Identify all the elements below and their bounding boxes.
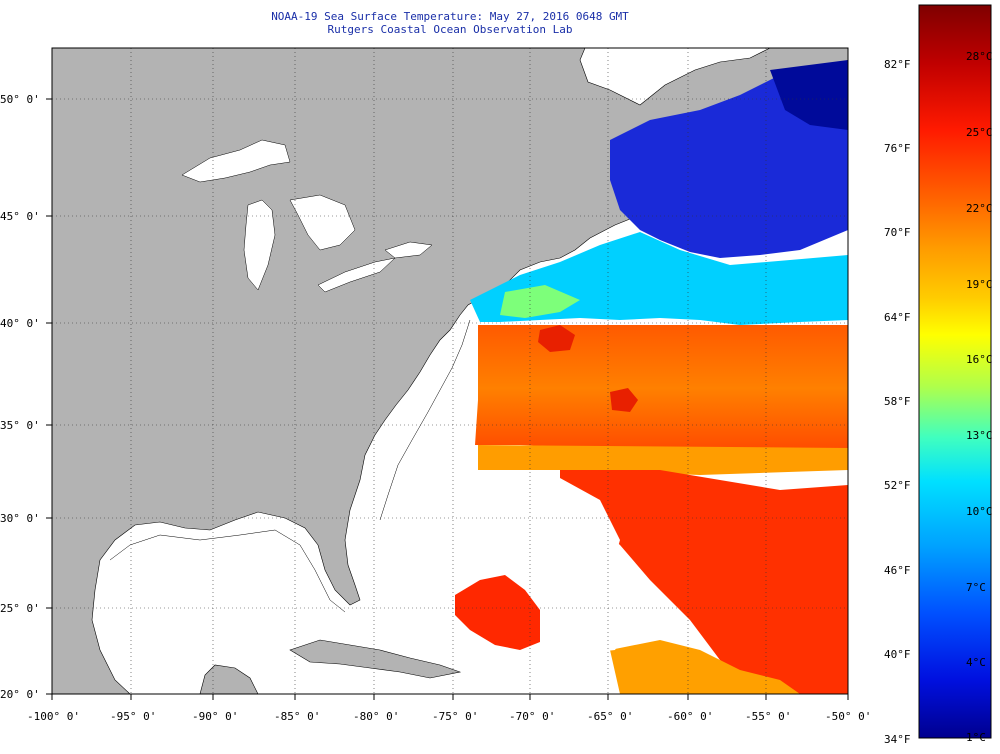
lat-label: 20° 0'	[0, 688, 40, 701]
lon-label: -70° 0'	[509, 710, 556, 723]
lat-label: 40° 0'	[0, 317, 40, 330]
sst-red-caribbean	[455, 575, 545, 650]
lat-label: 35° 0'	[0, 419, 40, 432]
atlantic-shelf-contour	[379, 319, 471, 521]
yucatan-land	[199, 664, 259, 694]
lon-label: -60° 0'	[667, 710, 714, 723]
lat-label: 30° 0'	[0, 512, 40, 525]
colorbar-f-label: 58°F	[884, 395, 911, 408]
sst-eddy-2	[610, 388, 638, 412]
lon-label: -85° 0'	[274, 710, 321, 723]
colorbar-c-label: 16°C	[966, 353, 993, 366]
sst-cloud-white-2	[540, 600, 630, 655]
colorbar	[918, 4, 992, 739]
sst-red-south	[560, 470, 848, 694]
colorbar-c-label: 19°C	[966, 278, 993, 291]
lake-ontario	[384, 241, 433, 259]
sst-very-cold-labrador	[770, 60, 848, 130]
lake-michigan	[243, 199, 276, 291]
colorbar-c-label: 10°C	[966, 505, 993, 518]
colorbar-f-label: 76°F	[884, 142, 911, 155]
lon-label: -55° 0'	[745, 710, 792, 723]
lon-label: -95° 0'	[110, 710, 157, 723]
lake-erie	[317, 257, 396, 293]
colorbar-c-label: 7°C	[966, 581, 986, 594]
colorbar-c-label: 28°C	[966, 50, 993, 63]
lat-label: 45° 0'	[0, 210, 40, 223]
colorbar-f-label: 46°F	[884, 564, 911, 577]
graticule	[52, 48, 848, 694]
colorbar-c-label: 22°C	[966, 202, 993, 215]
colorbar-f-label: 64°F	[884, 311, 911, 324]
lat-label: 25° 0'	[0, 602, 40, 615]
map-subtitle: Rutgers Coastal Ocean Observation Lab	[327, 23, 573, 36]
colorbar-c-label: 1°C	[966, 731, 986, 744]
colorbar-f-label: 52°F	[884, 479, 911, 492]
cuba-land	[289, 639, 462, 679]
lake-huron	[289, 194, 356, 251]
lon-label: -80° 0'	[353, 710, 400, 723]
sst-green-front	[500, 285, 580, 318]
sst-eddy	[538, 325, 575, 352]
sst-cloud-white-1	[478, 478, 620, 575]
lon-label: -90° 0'	[192, 710, 239, 723]
map-frame	[51, 47, 849, 695]
lon-label: -75° 0'	[432, 710, 479, 723]
colorbar-c-label: 4°C	[966, 656, 986, 669]
lon-label: -100° 0'	[27, 710, 80, 723]
colorbar-c-label: 25°C	[966, 126, 993, 139]
sst-cold-north	[610, 65, 848, 258]
sst-mixed-caribbean	[610, 640, 800, 694]
colorbar-f-label: 34°F	[884, 733, 911, 746]
colorbar-f-label: 40°F	[884, 648, 911, 661]
colorbar-c-label: 13°C	[966, 429, 993, 442]
lon-label: -50° 0'	[825, 710, 872, 723]
gulf-stream-warm	[475, 325, 848, 452]
colorbar-f-label: 82°F	[884, 58, 911, 71]
colorbar-f-label: 70°F	[884, 226, 911, 239]
lat-label: 50° 0'	[0, 93, 40, 106]
map-title: NOAA-19 Sea Surface Temperature: May 27,…	[271, 10, 629, 23]
sst-orange-band	[478, 445, 848, 475]
gulf-shelf-contour	[109, 529, 346, 613]
lake-superior	[181, 139, 291, 183]
lon-label: -65° 0'	[587, 710, 634, 723]
